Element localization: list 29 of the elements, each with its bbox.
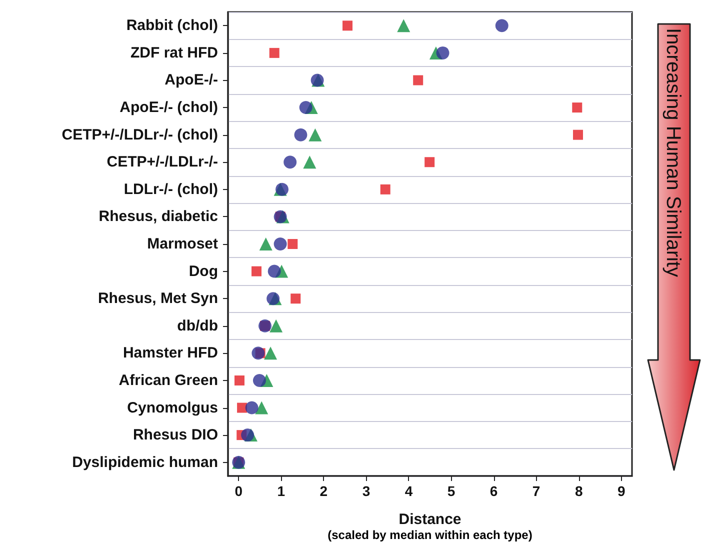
x-axis-title: Distance xyxy=(398,511,462,528)
y-tick-label: Cynomolgus xyxy=(127,399,218,416)
y-tick-label: LDLr-/- (chol) xyxy=(124,180,218,198)
y-tick-label: Marmoset xyxy=(147,236,218,252)
y-tick-label: Rhesus DIO xyxy=(132,426,218,444)
y-tick-label: ApoE-/- (chol) xyxy=(120,99,218,116)
y-tick-label: Hamster HFD xyxy=(122,344,218,362)
x-tick-label: 4 xyxy=(404,483,413,499)
y-tick-label: Dog xyxy=(188,262,218,280)
x-tick-label: 1 xyxy=(277,483,286,499)
y-tick-label: CETP+/-/LDLr-/- (chol) xyxy=(62,126,218,144)
text: (scaled by median within each type) xyxy=(326,528,534,542)
y-tick-label: Rabbit (chol) xyxy=(126,17,218,34)
x-tick-label: 6 xyxy=(490,483,498,499)
y-tick-label: Rhesus, diabetic xyxy=(98,208,218,226)
x-tick-label: 5 xyxy=(447,483,456,499)
y-tick-label: CETP+/-/LDLr-/- xyxy=(106,154,218,171)
x-tick-label: 2 xyxy=(320,483,328,499)
x-tick-label: 8 xyxy=(574,483,583,499)
y-tick-label: ApoE-/- xyxy=(164,72,218,89)
x-tick-label: 0 xyxy=(234,483,243,499)
y-tick-label: ZDF rat HFD xyxy=(130,44,218,62)
y-tick-label: Rhesus, Met Syn xyxy=(98,290,218,308)
x-tick-label: 3 xyxy=(362,483,370,499)
y-tick-label: db/db xyxy=(177,317,218,334)
y-tick-label: African Green xyxy=(118,372,218,389)
x-tick-label: 9 xyxy=(617,483,626,499)
y-tick-label: Dyslipidemic human xyxy=(72,454,218,471)
x-tick-label: 7 xyxy=(532,483,540,499)
